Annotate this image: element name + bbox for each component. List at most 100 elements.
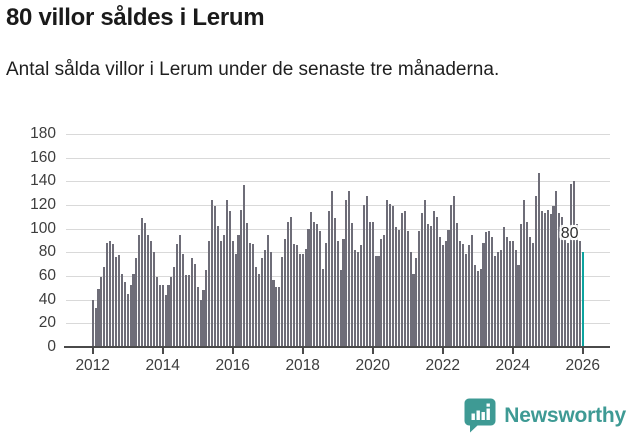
y-axis-label-180: 180 [30,125,56,142]
bar [147,234,150,347]
bar [281,257,284,347]
bar [462,244,465,347]
bar [415,258,418,347]
bar [246,222,249,347]
bar [467,245,470,347]
x-axis-tick-2014 [161,348,164,354]
bar [275,286,278,347]
bar [211,200,214,347]
x-axis-tick-2016 [231,348,234,354]
bar [354,249,357,347]
bar [351,222,354,347]
bar [249,242,252,347]
bar [447,229,450,347]
bar [389,203,392,347]
bar [529,236,532,347]
bar [324,242,328,347]
bar [549,214,552,347]
x-axis-line [64,346,610,348]
bar [109,240,112,347]
bar [336,240,339,347]
bar [117,254,120,347]
bar [138,234,141,347]
x-axis-label-2022: 2022 [425,357,460,374]
bar [499,249,503,347]
bar [135,258,138,347]
y-axis-label-140: 140 [30,172,56,190]
bar [123,281,126,347]
bar [552,206,555,347]
bar [217,226,220,347]
bar [555,190,558,347]
gridline-180 [66,134,610,135]
x-axis-label-2016: 2016 [215,357,250,374]
bar [424,200,427,347]
bar [173,266,176,347]
y-axis-label-40: 40 [38,290,56,308]
bar [322,268,325,347]
bar [546,209,549,347]
bar [383,234,386,347]
bar [406,231,409,347]
y-axis-label-20: 20 [38,314,56,332]
bar [167,285,170,347]
x-axis-label-2026: 2026 [565,357,600,374]
bar [144,222,147,347]
bar [272,279,275,347]
bar [412,273,415,347]
bar [575,223,578,347]
bar [313,221,316,347]
newsworthy-logo-text: Newsworthy [504,403,626,427]
bar [319,231,322,347]
bar [252,244,255,347]
bar [567,242,570,347]
bar [214,206,217,347]
x-axis-label-2012: 2012 [75,357,110,374]
bar [141,218,144,347]
x-axis-tick-2020 [371,348,374,354]
bar [327,210,330,347]
bar [473,265,476,347]
bar [287,221,290,347]
bar [403,210,406,347]
bar [558,213,561,347]
x-axis-tick-2012 [91,348,94,354]
bar [240,209,243,347]
bar [266,234,269,347]
bar [476,271,479,347]
bar [298,253,301,347]
bar [182,253,185,347]
bar [228,210,231,347]
bar [106,242,109,347]
bar [114,257,118,347]
bar [243,184,246,347]
x-axis-label-2014: 2014 [145,357,180,374]
bar [307,228,310,347]
bar [444,240,447,347]
bar [158,285,161,347]
highlight-bar [581,252,584,347]
bar [380,239,383,347]
bar [260,258,263,347]
bar [225,200,228,347]
newsworthy-logo[interactable]: Newsworthy [464,398,626,433]
gridline-120 [66,205,610,206]
bar [155,277,158,347]
x-axis-tick-2022 [441,348,444,354]
bar [429,226,433,347]
y-axis-label-0: 0 [47,338,56,355]
bar [292,244,295,347]
bar [348,190,351,347]
bar [187,274,190,347]
bar [365,195,368,347]
bar [392,206,395,347]
bar [164,294,167,347]
bar [532,242,535,347]
bar [397,229,400,347]
bar [394,227,398,347]
bar [91,299,94,347]
x-axis-tick-2024 [511,348,514,354]
bar [418,231,421,347]
bar [511,240,514,347]
